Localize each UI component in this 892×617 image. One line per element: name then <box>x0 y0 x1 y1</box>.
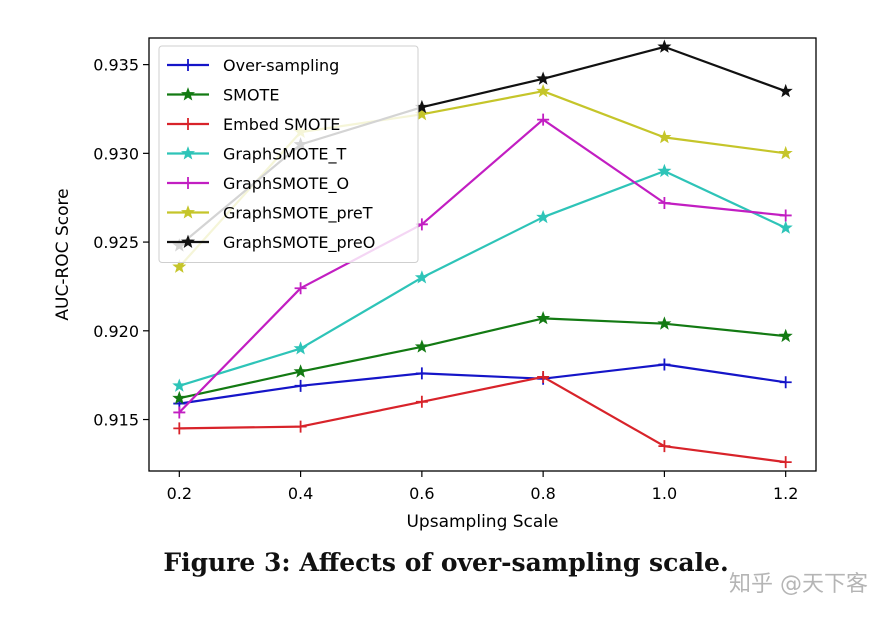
data-point-graphsmote-t <box>657 163 672 178</box>
legend-label: GraphSMOTE_preO <box>223 233 375 253</box>
legend-marker <box>180 146 196 160</box>
plot-marks <box>172 39 793 469</box>
legend-label: SMOTE <box>223 86 279 105</box>
y-tick-label: 0.930 <box>93 144 139 163</box>
legend-entry-graphsmote-o: GraphSMOTE_O <box>167 174 349 194</box>
data-point-graphsmote-t <box>778 220 793 234</box>
series-graphsmote-o <box>173 113 792 419</box>
watermark: 知乎 @天下客 <box>729 572 868 597</box>
legend-entry-smote: SMOTE <box>167 86 279 105</box>
legend-entry-over-sampling: Over-sampling <box>167 56 339 75</box>
data-point-embed-smote <box>173 422 186 435</box>
figure-caption: Figure 3: Affects of over-sampling scale… <box>163 548 729 577</box>
legend-label: Embed SMOTE <box>223 115 340 134</box>
y-tick-label: 0.925 <box>93 233 139 252</box>
series-over-sampling <box>173 358 792 410</box>
series-line-graphsmote-o <box>178 118 786 414</box>
legend-marker <box>182 59 194 71</box>
legend-label: GraphSMOTE_O <box>223 174 349 194</box>
y-tick-label: 0.915 <box>93 411 139 430</box>
series-smote <box>172 311 793 405</box>
x-tick-label: 0.6 <box>409 484 434 503</box>
data-point-graphsmote-t <box>536 209 551 224</box>
data-point-graphsmote-o <box>294 282 307 295</box>
data-point-over-sampling <box>415 367 428 380</box>
data-point-smote <box>657 316 672 330</box>
data-point-smote <box>778 328 793 343</box>
plot-frame <box>148 37 817 472</box>
x-tick-label: 0.4 <box>288 484 313 503</box>
legend-label: GraphSMOTE_preT <box>223 204 373 224</box>
legend-marker <box>182 177 194 189</box>
legend-label: GraphSMOTE_T <box>223 145 347 165</box>
data-point-embed-smote <box>415 395 428 408</box>
data-point-graphsmote-preo <box>778 83 793 98</box>
series-line-smote <box>179 317 786 400</box>
data-point-embed-smote <box>779 456 792 469</box>
legend-entry-graphsmote-t: GraphSMOTE_T <box>167 145 347 165</box>
series-line-over-sampling <box>179 363 786 405</box>
data-point-graphsmote-o <box>537 113 550 126</box>
x-tick-label: 0.2 <box>167 484 192 503</box>
legend-marker <box>180 234 196 249</box>
data-point-graphsmote-t <box>293 341 308 355</box>
series-line-embed-smote <box>179 375 786 464</box>
data-point-embed-smote <box>294 420 307 433</box>
legend-box <box>158 45 419 263</box>
data-point-embed-smote <box>537 370 550 383</box>
y-axis-title: AUC-ROC Score <box>53 188 73 320</box>
data-point-graphsmote-preo <box>536 71 551 85</box>
legend: Over-sampling SMOTE Embed SMOTE GraphSMOTE_… <box>158 45 419 263</box>
x-tick-label: 1.2 <box>773 484 798 503</box>
legend-label: Over-sampling <box>223 56 339 75</box>
x-tick-label: 1.0 <box>652 484 677 503</box>
axis-ticks: 0.2 0.4 0.6 0.8 1.0 1.2 0.915 0.920 0.925 0.930 0.… <box>93 56 798 503</box>
data-point-over-sampling <box>658 358 671 371</box>
y-tick-label: 0.920 <box>93 322 139 341</box>
legend-marker <box>180 205 196 219</box>
data-point-graphsmote-t <box>414 270 429 284</box>
data-point-graphsmote-pret <box>172 259 187 273</box>
y-tick-label: 0.935 <box>93 56 139 75</box>
data-point-smote <box>536 311 551 325</box>
data-point-smote <box>414 339 429 353</box>
series-embed-smote <box>173 370 792 469</box>
legend-entry-graphsmote-pret: GraphSMOTE_preT <box>167 204 373 224</box>
x-tick-label: 0.8 <box>530 484 555 503</box>
data-point-embed-smote <box>658 440 671 453</box>
data-point-over-sampling <box>779 376 792 389</box>
line-chart: 0.2 0.4 0.6 0.8 1.0 1.2 0.915 0.920 0.925 0.930 0.… <box>53 37 817 532</box>
data-point-smote <box>293 364 308 378</box>
legend-marker <box>180 87 196 101</box>
legend-marker <box>182 118 194 130</box>
data-point-graphsmote-preo <box>657 39 672 53</box>
x-axis-title: Upsampling Scale <box>406 512 558 532</box>
data-point-graphsmote-o <box>779 209 792 222</box>
series-line-graphsmote-t <box>178 170 787 387</box>
data-point-graphsmote-pret <box>536 83 551 98</box>
data-point-graphsmote-o <box>658 197 671 210</box>
data-point-graphsmote-t <box>172 378 187 392</box>
data-point-graphsmote-pret <box>778 145 793 160</box>
data-point-graphsmote-o <box>173 406 186 419</box>
legend-entry-embed-smote: Embed SMOTE <box>167 115 340 134</box>
legend-entry-graphsmote-preo: GraphSMOTE_preO <box>167 233 375 253</box>
series-graphsmote-t <box>172 163 793 392</box>
data-point-smote <box>172 390 187 405</box>
data-point-over-sampling <box>294 379 307 392</box>
data-point-graphsmote-pret <box>657 130 672 144</box>
